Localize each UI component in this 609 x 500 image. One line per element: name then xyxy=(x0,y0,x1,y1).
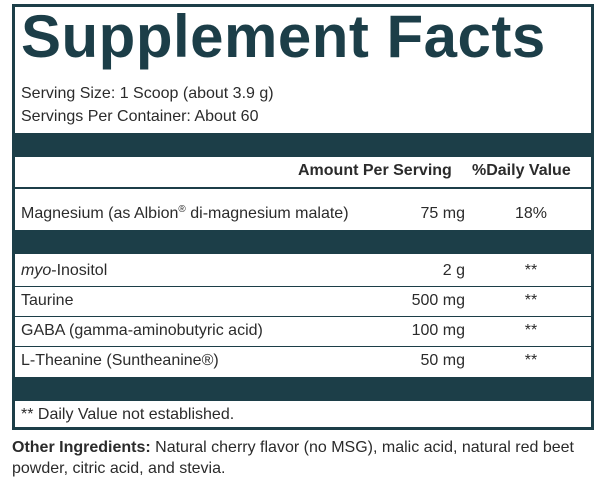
amount-per-serving-header: Amount Per Serving xyxy=(298,162,452,179)
header-divider-bar xyxy=(15,133,591,157)
section-divider-bar xyxy=(15,230,591,254)
daily-value-header: %Daily Value xyxy=(472,162,571,179)
row-rule xyxy=(15,316,591,317)
nutrient-name: Magnesium (as Albion® di-magnesium malat… xyxy=(21,204,349,223)
other-ingredients-text: Natural cherry flavor (no MSG), malic ac… xyxy=(12,439,574,477)
header-rule xyxy=(15,187,591,189)
nutrient-amount: 500 mg xyxy=(411,292,465,309)
nutrient-daily-value: 18% xyxy=(514,205,548,222)
nutrient-amount: 100 mg xyxy=(411,322,465,339)
nutrient-daily-value: ** xyxy=(524,262,538,279)
nutrient-name: L-Theanine (Suntheanine®) xyxy=(21,352,219,369)
nutrient-name: myo-Inositol xyxy=(21,262,108,279)
panel-title: Supplement Facts xyxy=(21,3,546,70)
servings-per-container: Servings Per Container: About 60 xyxy=(21,108,259,125)
nutrient-amount: 50 mg xyxy=(420,352,465,369)
nutrient-row-theanine: L-Theanine (Suntheanine®) 50 mg ** xyxy=(15,347,591,376)
nutrient-row-taurine: Taurine 500 mg ** xyxy=(15,287,591,316)
footer-divider-bar xyxy=(15,377,591,401)
nutrient-amount: 75 mg xyxy=(420,205,465,222)
nutrient-daily-value: ** xyxy=(524,322,538,339)
nutrient-daily-value: ** xyxy=(524,292,538,309)
serving-size: Serving Size: 1 Scoop (about 3.9 g) xyxy=(21,85,274,102)
row-rule xyxy=(15,346,591,347)
nutrient-daily-value: ** xyxy=(524,352,538,369)
row-rule xyxy=(15,286,591,287)
nutrient-name: Taurine xyxy=(21,292,74,309)
nutrient-row-inositol: myo-Inositol 2 g ** xyxy=(15,257,591,286)
nutrient-row-gaba: GABA (gamma-aminobutyric acid) 100 mg ** xyxy=(15,317,591,346)
nutrient-amount: 2 g xyxy=(442,262,465,279)
footnote: ** Daily Value not established. xyxy=(21,406,235,423)
other-ingredients-label: Other Ingredients: xyxy=(12,439,151,456)
nutrient-row-magnesium: Magnesium (as Albion® di-magnesium malat… xyxy=(15,200,591,229)
other-ingredients: Other Ingredients: Natural cherry flavor… xyxy=(12,437,602,479)
supplement-facts-panel: Supplement Facts Serving Size: 1 Scoop (… xyxy=(12,3,594,430)
nutrient-name: GABA (gamma-aminobutyric acid) xyxy=(21,322,263,339)
